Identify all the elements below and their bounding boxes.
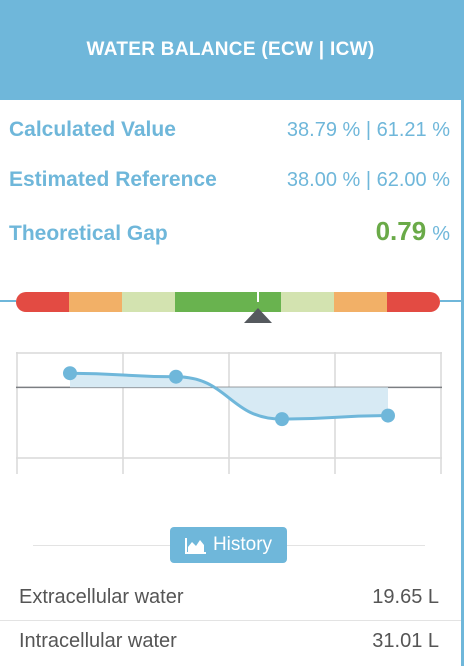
chart-point <box>169 369 183 384</box>
gauge-segment <box>175 292 228 312</box>
chart-point <box>381 408 395 423</box>
info-separator <box>0 620 461 621</box>
metric-calculated-label: Calculated Value <box>9 118 176 141</box>
chart-point <box>63 366 77 381</box>
gauge-marker-icon <box>243 308 272 323</box>
metric-gap-label: Theoretical Gap <box>9 222 168 245</box>
header-title: WATER BALANCE (ECW | ICW) <box>86 39 375 60</box>
chart-point <box>275 412 289 427</box>
metric-reference-value: 38.00 % | 62.00 % <box>286 169 450 191</box>
gauge-segment <box>334 292 387 312</box>
area-chart-icon <box>184 537 206 554</box>
metric-reference-label: Estimated Reference <box>9 168 217 191</box>
gauge-segment <box>228 292 281 312</box>
gauge-segment <box>387 292 440 312</box>
gauge-tick <box>257 292 259 302</box>
metric-calculated-value: 38.79 % | 61.21 % <box>286 119 450 141</box>
metric-gap: Theoretical Gap 0.79% <box>9 216 450 247</box>
gauge-segment <box>122 292 175 312</box>
right-border <box>461 0 464 666</box>
gauge-segment <box>281 292 334 312</box>
gauge-line-right <box>440 300 461 302</box>
metric-gap-unit: % <box>432 223 450 245</box>
info-row-intracellular: Intracellular water 31.01 L <box>19 630 439 653</box>
metric-gap-value-wrap: 0.79% <box>376 216 450 247</box>
history-button-label: History <box>212 534 273 555</box>
info-value: 31.01 L <box>372 630 439 652</box>
metric-reference: Estimated Reference 38.00 % | 62.00 % <box>9 168 450 192</box>
history-button[interactable]: History <box>170 527 287 563</box>
chart-line <box>69 371 389 421</box>
gauge-segment <box>16 292 69 312</box>
info-value: 19.65 L <box>372 586 439 608</box>
gauge-segment <box>69 292 122 312</box>
metric-calculated: Calculated Value 38.79 % | 61.21 % <box>9 118 450 142</box>
info-row-extracellular: Extracellular water 19.65 L <box>19 586 439 609</box>
balance-gauge <box>16 292 440 312</box>
info-label: Extracellular water <box>19 586 184 608</box>
history-chart <box>16 352 442 474</box>
header: WATER BALANCE (ECW | ICW) <box>0 0 461 100</box>
chart-points <box>63 366 395 427</box>
gauge-line-left <box>0 300 16 302</box>
info-label: Intracellular water <box>19 630 177 652</box>
metric-gap-value: 0.79 <box>375 216 427 246</box>
